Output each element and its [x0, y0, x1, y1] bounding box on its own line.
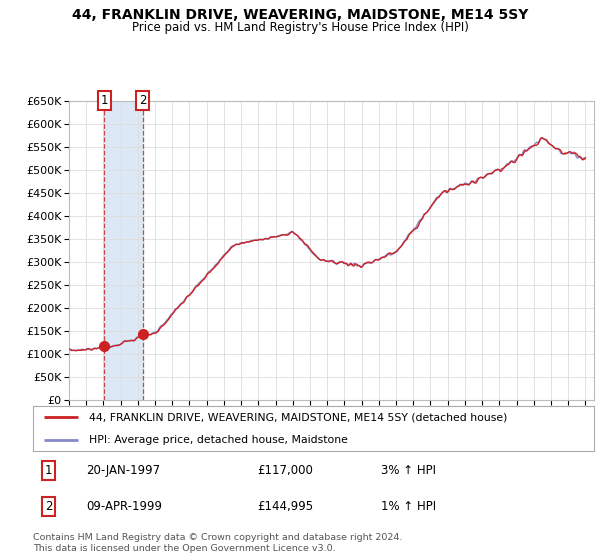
- Text: 1: 1: [45, 464, 52, 477]
- Text: 2: 2: [139, 94, 146, 108]
- Text: HPI: Average price, detached house, Maidstone: HPI: Average price, detached house, Maid…: [89, 435, 348, 445]
- Text: 44, FRANKLIN DRIVE, WEAVERING, MAIDSTONE, ME14 5SY (detached house): 44, FRANKLIN DRIVE, WEAVERING, MAIDSTONE…: [89, 412, 508, 422]
- Text: 09-APR-1999: 09-APR-1999: [86, 500, 162, 513]
- Text: £117,000: £117,000: [257, 464, 313, 477]
- Text: 1: 1: [101, 94, 108, 108]
- Text: 2: 2: [45, 500, 52, 513]
- Text: 1% ↑ HPI: 1% ↑ HPI: [381, 500, 436, 513]
- Text: 3% ↑ HPI: 3% ↑ HPI: [381, 464, 436, 477]
- Text: 20-JAN-1997: 20-JAN-1997: [86, 464, 160, 477]
- Bar: [104, 101, 143, 400]
- Text: 44, FRANKLIN DRIVE, WEAVERING, MAIDSTONE, ME14 5SY: 44, FRANKLIN DRIVE, WEAVERING, MAIDSTONE…: [72, 8, 528, 22]
- Text: Price paid vs. HM Land Registry's House Price Index (HPI): Price paid vs. HM Land Registry's House …: [131, 21, 469, 34]
- Text: £144,995: £144,995: [257, 500, 314, 513]
- Text: Contains HM Land Registry data © Crown copyright and database right 2024.
This d: Contains HM Land Registry data © Crown c…: [33, 533, 403, 553]
